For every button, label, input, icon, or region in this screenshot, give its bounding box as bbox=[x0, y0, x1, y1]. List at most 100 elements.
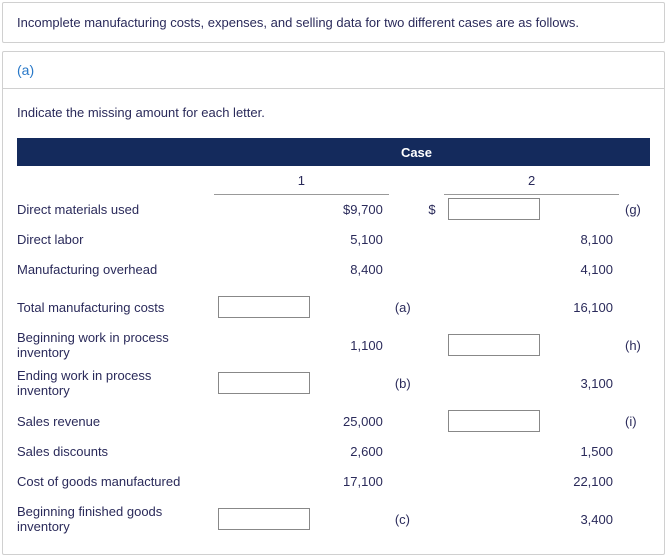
value-col2: 3,400 bbox=[544, 504, 619, 534]
row-label: Total manufacturing costs bbox=[17, 292, 214, 322]
letter-col1 bbox=[389, 224, 420, 254]
input-cell-1 bbox=[214, 466, 314, 496]
table-row: Total manufacturing costs (a) 16,100 bbox=[17, 292, 650, 322]
value-col2: 4,100 bbox=[544, 254, 619, 284]
input-cell-2 bbox=[444, 436, 544, 466]
dollar-sign bbox=[420, 292, 444, 322]
case-num-row: 1 2 bbox=[17, 166, 650, 194]
dollar-sign bbox=[420, 330, 444, 360]
value-col2: 16,100 bbox=[544, 292, 619, 322]
instruction-text: Indicate the missing amount for each let… bbox=[17, 105, 650, 120]
row-label: Manufacturing overhead bbox=[17, 254, 214, 284]
input-cell-2 bbox=[444, 466, 544, 496]
letter-col1 bbox=[389, 406, 420, 436]
input-cell-1 bbox=[214, 368, 314, 398]
col1-header: 1 bbox=[214, 166, 389, 194]
input-cell-2 bbox=[444, 254, 544, 284]
gap-row bbox=[17, 322, 650, 330]
input-cell-1 bbox=[214, 330, 314, 360]
value-col1: 2,600 bbox=[314, 436, 389, 466]
amount-input[interactable] bbox=[218, 296, 310, 318]
table-row: Sales discounts 2,600 1,500 bbox=[17, 436, 650, 466]
letter-col2: (h) bbox=[619, 330, 650, 360]
row-label: Cost of goods manufactured bbox=[17, 466, 214, 496]
dollar-sign bbox=[420, 406, 444, 436]
section-content: Indicate the missing amount for each let… bbox=[3, 89, 664, 554]
table-row: Ending work in process inventory(b)3,100 bbox=[17, 368, 650, 398]
input-cell-1 bbox=[214, 224, 314, 254]
costs-table: Case 1 2 Direct materials used $9,700 $ (g)… bbox=[17, 138, 650, 534]
value-col1 bbox=[314, 368, 389, 398]
case-header: Case bbox=[389, 138, 444, 166]
row-label: Beginning finished goods inventory bbox=[17, 504, 214, 534]
row-label: Direct labor bbox=[17, 224, 214, 254]
table-row: Beginning work in process inventory1,100… bbox=[17, 330, 650, 360]
row-label: Sales discounts bbox=[17, 436, 214, 466]
input-cell-1 bbox=[214, 194, 314, 224]
amount-input[interactable] bbox=[448, 334, 540, 356]
value-col2: 8,100 bbox=[544, 224, 619, 254]
value-col2: 1,500 bbox=[544, 436, 619, 466]
dollar-sign bbox=[420, 224, 444, 254]
value-col2 bbox=[544, 406, 619, 436]
dollar-sign bbox=[420, 254, 444, 284]
value-col1: 17,100 bbox=[314, 466, 389, 496]
amount-input[interactable] bbox=[218, 372, 310, 394]
input-cell-2 bbox=[444, 368, 544, 398]
gap-row bbox=[17, 284, 650, 292]
table-row: Beginning finished goods inventory (c) 3,4… bbox=[17, 504, 650, 534]
letter-col2: (i) bbox=[619, 406, 650, 436]
table-row: Cost of goods manufactured 17,100 22,100 bbox=[17, 466, 650, 496]
intro-card: Incomplete manufacturing costs, expenses… bbox=[2, 2, 665, 43]
intro-text: Incomplete manufacturing costs, expenses… bbox=[17, 15, 579, 30]
letter-col2: (g) bbox=[619, 194, 650, 224]
value-col1: $9,700 bbox=[314, 194, 389, 224]
value-col2: 22,100 bbox=[544, 466, 619, 496]
dollar-sign bbox=[420, 504, 444, 534]
input-cell-1 bbox=[214, 406, 314, 436]
input-cell-2 bbox=[444, 504, 544, 534]
letter-col2 bbox=[619, 504, 650, 534]
input-cell-1 bbox=[214, 436, 314, 466]
letter-col1 bbox=[389, 254, 420, 284]
letter-col2 bbox=[619, 254, 650, 284]
letter-col1: (c) bbox=[389, 504, 420, 534]
letter-col1: (b) bbox=[389, 368, 420, 398]
dollar-sign bbox=[420, 436, 444, 466]
letter-col1 bbox=[389, 330, 420, 360]
input-cell-1 bbox=[214, 504, 314, 534]
dollar-sign bbox=[420, 466, 444, 496]
input-cell-2 bbox=[444, 194, 544, 224]
letter-col2 bbox=[619, 292, 650, 322]
amount-input[interactable] bbox=[448, 198, 540, 220]
input-cell-2 bbox=[444, 292, 544, 322]
table-row: Direct labor 5,100 8,100 bbox=[17, 224, 650, 254]
amount-input[interactable] bbox=[448, 410, 540, 432]
section-label: (a) bbox=[3, 52, 664, 89]
gap-row bbox=[17, 496, 650, 504]
value-col1: 25,000 bbox=[314, 406, 389, 436]
table-row: Sales revenue 25,000 (i) bbox=[17, 406, 650, 436]
gap-row bbox=[17, 398, 650, 406]
value-col1: 5,100 bbox=[314, 224, 389, 254]
gap-row bbox=[17, 360, 650, 368]
row-label: Sales revenue bbox=[17, 406, 214, 436]
row-label: Ending work in process inventory bbox=[17, 368, 214, 398]
letter-col1 bbox=[389, 436, 420, 466]
letter-col2 bbox=[619, 224, 650, 254]
letter-col2 bbox=[619, 436, 650, 466]
value-col1 bbox=[314, 292, 389, 322]
value-col1: 8,400 bbox=[314, 254, 389, 284]
letter-col1: (a) bbox=[389, 292, 420, 322]
dollar-sign: $ bbox=[420, 194, 444, 224]
amount-input[interactable] bbox=[218, 508, 310, 530]
row-label: Direct materials used bbox=[17, 194, 214, 224]
table-row: Direct materials used $9,700 $ (g) bbox=[17, 194, 650, 224]
value-col1: 1,100 bbox=[314, 330, 389, 360]
table-row: Manufacturing overhead 8,400 4,100 bbox=[17, 254, 650, 284]
letter-col2 bbox=[619, 466, 650, 496]
col2-header: 2 bbox=[444, 166, 619, 194]
value-col2 bbox=[544, 194, 619, 224]
letter-col1 bbox=[389, 194, 420, 224]
input-cell-2 bbox=[444, 406, 544, 436]
